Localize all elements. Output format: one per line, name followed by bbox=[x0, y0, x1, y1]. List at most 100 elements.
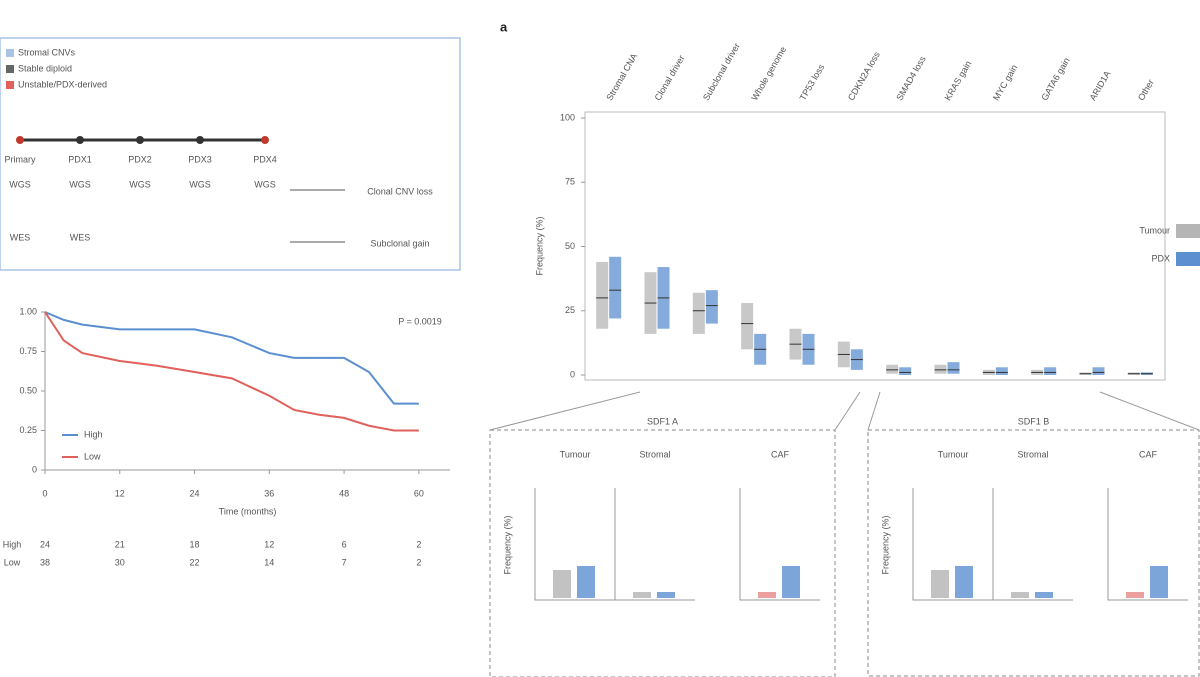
category-label: SMAD4 loss bbox=[894, 54, 928, 102]
mini-axis bbox=[614, 488, 695, 601]
mini-box bbox=[633, 592, 651, 598]
box bbox=[609, 256, 622, 319]
y-axis-label: Frequency (%) bbox=[880, 515, 890, 574]
category-label: Whole genome bbox=[749, 45, 788, 102]
risk-cell: 18 bbox=[190, 539, 200, 549]
category-label: MYC gain bbox=[991, 63, 1019, 102]
risk-cell: 7 bbox=[342, 557, 347, 567]
row-b-label: WES bbox=[10, 232, 31, 242]
mini-box bbox=[931, 570, 949, 598]
y-tick-label: 0.25 bbox=[19, 425, 37, 435]
risk-cell: 24 bbox=[40, 539, 50, 549]
box bbox=[1044, 367, 1057, 375]
x-axis-label: Time (months) bbox=[219, 506, 277, 516]
subpanel-frame bbox=[489, 429, 836, 677]
survival-line bbox=[44, 311, 419, 432]
category-label: CDKN2A loss bbox=[846, 50, 882, 103]
risk-cell: 30 bbox=[115, 557, 125, 567]
mini-box bbox=[577, 566, 595, 598]
y-tick-label: 1.00 bbox=[19, 306, 37, 316]
overview-frame bbox=[0, 37, 461, 271]
category-label: TP53 loss bbox=[798, 62, 827, 102]
y-tick-label: 0 bbox=[32, 464, 37, 474]
node-label: PDX3 bbox=[188, 154, 212, 164]
risk-cell: 22 bbox=[190, 557, 200, 567]
y-tick-label: 0.75 bbox=[19, 346, 37, 356]
panel-letter: a bbox=[500, 19, 508, 34]
x-tick-label: 24 bbox=[190, 488, 200, 498]
y-axis-label: Frequency (%) bbox=[502, 515, 512, 574]
group-label: Tumour bbox=[560, 449, 591, 459]
category-label: GATA6 gain bbox=[1039, 56, 1072, 102]
row-a-label: WGS bbox=[69, 179, 91, 189]
legend-label: High bbox=[84, 429, 103, 439]
box bbox=[705, 290, 718, 324]
box bbox=[692, 292, 705, 334]
y-tick-label: 25 bbox=[565, 305, 575, 315]
y-axis-label: Frequency (%) bbox=[534, 216, 544, 275]
box bbox=[741, 303, 754, 350]
legend-label: PDX bbox=[1151, 253, 1170, 263]
y-tick-label: 0 bbox=[570, 369, 575, 379]
box bbox=[899, 367, 912, 375]
risk-cell: 2 bbox=[416, 539, 421, 549]
mini-axis bbox=[912, 488, 993, 601]
category-label: KRAS gain bbox=[943, 59, 974, 102]
node-label: Primary bbox=[5, 154, 36, 164]
category-label: Other bbox=[1136, 78, 1156, 102]
legend-swatch bbox=[6, 49, 14, 57]
y-tick-label: 100 bbox=[560, 112, 575, 122]
mini-axis bbox=[1107, 488, 1188, 601]
mini-axis bbox=[739, 488, 820, 601]
timeline-node bbox=[261, 136, 269, 144]
y-tick-label: 75 bbox=[565, 177, 575, 187]
group-label: CAF bbox=[1139, 449, 1158, 459]
category-label: Clonal driver bbox=[653, 53, 687, 102]
mini-box bbox=[955, 566, 973, 598]
y-tick-label: 0.50 bbox=[19, 385, 37, 395]
risk-cell: 6 bbox=[342, 539, 347, 549]
node-label: PDX2 bbox=[128, 154, 152, 164]
axis bbox=[44, 312, 450, 471]
mini-box bbox=[1126, 592, 1144, 598]
mini-axis bbox=[992, 488, 1073, 601]
legend-swatch bbox=[1176, 252, 1200, 266]
x-tick-label: 60 bbox=[414, 488, 424, 498]
mini-box bbox=[657, 592, 675, 598]
survival-line bbox=[44, 311, 419, 405]
x-tick-label: 48 bbox=[339, 488, 349, 498]
timeline-node bbox=[76, 136, 84, 144]
legend-label: Stable diploid bbox=[18, 63, 72, 73]
row-a-label: WGS bbox=[254, 179, 276, 189]
group-label: Tumour bbox=[938, 449, 969, 459]
legend-swatch bbox=[6, 81, 14, 89]
box bbox=[596, 261, 609, 329]
annotation: P = 0.0019 bbox=[398, 316, 442, 326]
node-label: PDX4 bbox=[253, 154, 277, 164]
row-a-label: WGS bbox=[129, 179, 151, 189]
mini-axis bbox=[534, 488, 615, 601]
x-tick-label: 36 bbox=[264, 488, 274, 498]
risk-cell: High bbox=[3, 539, 22, 549]
risk-cell: Low bbox=[4, 557, 21, 567]
mini-box bbox=[1150, 566, 1168, 598]
mini-box bbox=[1011, 592, 1029, 598]
row-b-label: WES bbox=[70, 232, 91, 242]
x-tick-label: 12 bbox=[115, 488, 125, 498]
timeline-node bbox=[196, 136, 204, 144]
note: Subclonal gain bbox=[370, 238, 429, 248]
legend-swatch bbox=[1176, 224, 1200, 238]
category-label: Subclonal driver bbox=[701, 41, 742, 102]
category-label: ARID1A bbox=[1088, 69, 1113, 102]
group-label: Stromal bbox=[1017, 449, 1048, 459]
y-tick-label: 50 bbox=[565, 241, 575, 251]
legend-label: Stromal CNVs bbox=[18, 47, 76, 57]
row-a-label: WGS bbox=[189, 179, 211, 189]
mini-box bbox=[782, 566, 800, 598]
group-label: Stromal bbox=[639, 449, 670, 459]
legend-swatch bbox=[6, 65, 14, 73]
risk-cell: 38 bbox=[40, 557, 50, 567]
box bbox=[886, 364, 899, 374]
category-label: Stromal CNA bbox=[604, 52, 639, 102]
